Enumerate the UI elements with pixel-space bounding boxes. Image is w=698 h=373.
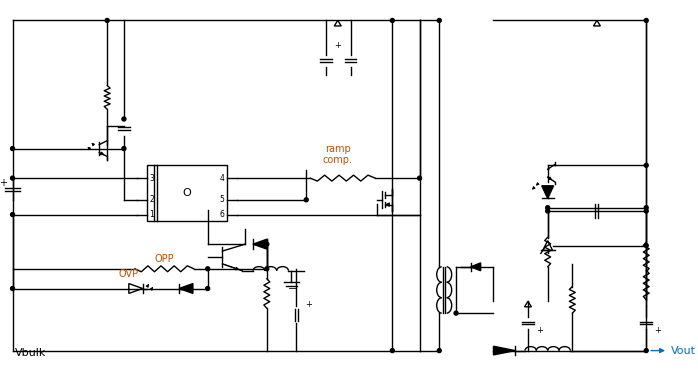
- Circle shape: [644, 209, 648, 213]
- Circle shape: [122, 117, 126, 121]
- Circle shape: [206, 267, 209, 271]
- Circle shape: [10, 176, 15, 180]
- Text: +: +: [654, 326, 661, 335]
- Circle shape: [438, 349, 441, 352]
- Circle shape: [390, 349, 394, 352]
- Text: OPP: OPP: [154, 254, 174, 264]
- Circle shape: [644, 163, 648, 167]
- Text: ramp
comp.: ramp comp.: [322, 144, 352, 165]
- Circle shape: [438, 19, 441, 22]
- Text: Vout: Vout: [671, 346, 696, 355]
- Polygon shape: [493, 346, 515, 355]
- Circle shape: [417, 176, 422, 180]
- Circle shape: [454, 311, 458, 315]
- Circle shape: [644, 244, 648, 248]
- Circle shape: [644, 19, 648, 22]
- Circle shape: [304, 198, 309, 202]
- Circle shape: [10, 213, 15, 217]
- Text: 4: 4: [220, 173, 225, 183]
- Text: 5: 5: [220, 195, 225, 204]
- Text: 6: 6: [220, 210, 225, 219]
- Circle shape: [10, 147, 15, 151]
- Circle shape: [10, 286, 15, 291]
- Text: 3: 3: [149, 173, 154, 183]
- Text: OVP: OVP: [119, 269, 139, 279]
- Bar: [147, 165, 228, 222]
- Circle shape: [122, 147, 126, 151]
- Text: Vbulk: Vbulk: [15, 348, 46, 358]
- Circle shape: [644, 206, 648, 210]
- Polygon shape: [471, 263, 481, 271]
- Text: +: +: [0, 178, 7, 188]
- Text: +: +: [305, 300, 312, 309]
- Circle shape: [546, 206, 549, 210]
- Circle shape: [546, 209, 549, 213]
- Text: +: +: [536, 326, 543, 335]
- Text: 1: 1: [149, 210, 154, 219]
- Circle shape: [105, 19, 109, 22]
- Text: O: O: [183, 188, 191, 198]
- Text: +: +: [334, 41, 341, 50]
- Polygon shape: [542, 186, 554, 198]
- Circle shape: [265, 267, 269, 271]
- Circle shape: [265, 242, 269, 246]
- Text: 2: 2: [149, 195, 154, 204]
- Circle shape: [206, 286, 209, 291]
- Polygon shape: [179, 283, 193, 294]
- Circle shape: [390, 19, 394, 22]
- Polygon shape: [253, 239, 267, 249]
- Text: =: =: [288, 283, 297, 294]
- Circle shape: [644, 349, 648, 352]
